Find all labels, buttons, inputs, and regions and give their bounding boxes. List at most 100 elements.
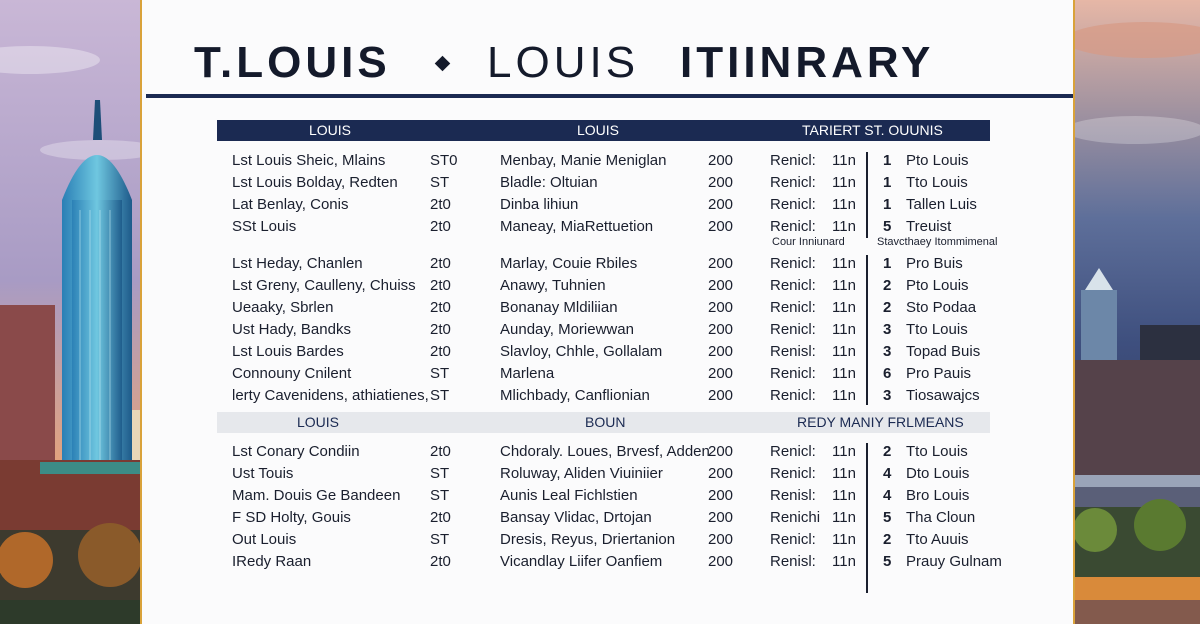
row-day: 2: [883, 299, 892, 316]
row-description: Maneay, MiaRettuetion: [500, 218, 654, 235]
row-code: 2t0: [430, 277, 451, 294]
row-description: Chdoraly. Loues, Brvesf, Adden: [500, 443, 710, 460]
row-rank: Renisl:: [770, 487, 816, 504]
row-day: 3: [883, 343, 892, 360]
row-amount: 200: [708, 531, 734, 548]
row-description: Aunis Leal Fichlstien: [500, 487, 638, 504]
row-rank: Renichi: [770, 509, 821, 526]
row-number: 11n: [832, 321, 856, 338]
row-destination: Topad Buis: [906, 343, 981, 360]
table-row: SSt Louis 2t0 Maneay, MiaRettuetion 200 Reni…: [142, 218, 1077, 238]
row-description: Roluway, Aliden Viuiniier: [500, 465, 663, 482]
table-row: Mam. Douis Ge Bandeen ST Aunis Leal Fichls…: [142, 487, 1077, 507]
divider-line: [866, 443, 868, 593]
section1-sublabel-left: Cour Inniunard: [772, 236, 845, 248]
row-code: ST: [430, 365, 450, 382]
row-destination: Tto Auuis: [906, 531, 969, 548]
table-row: Lst Louis Sheic, Mlains ST0 Menbay, Manie …: [142, 152, 1077, 172]
row-number: 11n: [832, 255, 856, 272]
row-destination: Tha Cloun: [906, 509, 976, 526]
row-code: 2t0: [430, 553, 451, 570]
row-name: Lst Greny, Caulleny, Chuiss: [232, 277, 416, 294]
row-description: Vicandlay Liifer Oanfiem: [500, 553, 663, 570]
row-destination: Tiosawajcs: [906, 387, 980, 404]
row-day: 5: [883, 553, 892, 570]
row-number: 11n: [832, 531, 856, 548]
table-row: Lst Louis Bolday, Redten ST Bladle: Oltuia…: [142, 174, 1077, 194]
row-number: 11n: [832, 343, 856, 360]
row-code: 2t0: [430, 443, 451, 460]
row-name: Lst Louis Bardes: [232, 343, 344, 360]
row-rank: Renicl:: [770, 218, 816, 235]
row-number: 11n: [832, 152, 856, 169]
row-amount: 200: [708, 365, 734, 382]
section3-header: LOUIS BOUN REDY MANIY FRLMEANS: [217, 412, 990, 433]
row-day: 1: [883, 196, 892, 213]
row-rank: Renicl:: [770, 299, 816, 316]
row-name: lerty Cavenidens, athiatienes,: [232, 387, 429, 404]
row-day: 1: [883, 152, 892, 169]
row-day: 1: [883, 255, 892, 272]
row-amount: 200: [708, 299, 734, 316]
row-name: Out Louis: [232, 531, 297, 548]
row-number: 11n: [832, 465, 856, 482]
row-destination: Tto Louis: [906, 321, 968, 338]
row-number: 11n: [832, 299, 856, 316]
row-amount: 200: [708, 255, 734, 272]
row-rank: Renicl:: [770, 196, 816, 213]
row-description: Dresis, Reyus, Driertanion: [500, 531, 676, 548]
section3-header-col3: REDY MANIY FRLMEANS: [797, 414, 964, 430]
row-description: Bansay Vlidac, Drtojan: [500, 509, 652, 526]
row-number: 11n: [832, 218, 856, 235]
row-name: Lst Louis Bolday, Redten: [232, 174, 398, 191]
row-name: Lat Benlay, Conis: [232, 196, 349, 213]
row-description: Menbay, Manie Meniglan: [500, 152, 667, 169]
row-amount: 200: [708, 343, 734, 360]
row-day: 3: [883, 321, 892, 338]
row-number: 11n: [832, 174, 856, 191]
row-code: ST: [430, 465, 450, 482]
row-code: 2t0: [430, 321, 451, 338]
section1-header: LOUIS LOUIS TARIERT ST. OUUNIS: [217, 120, 990, 141]
section1-header-col1: LOUIS: [309, 122, 352, 138]
row-destination: Tallen Luis: [906, 196, 977, 213]
row-name: Mam. Douis Ge Bandeen: [232, 487, 401, 504]
row-amount: 200: [708, 196, 734, 213]
table-row: Lst Heday, Chanlen 2t0 Marlay, Couie Rbile…: [142, 255, 1077, 275]
row-code: 2t0: [430, 255, 451, 272]
row-rank: Renisl:: [770, 553, 816, 570]
table-row: Ust Touis ST Roluway, Aliden Viuiniier 200 R…: [142, 465, 1077, 485]
row-destination: Prauy Gulnam: [906, 553, 1002, 570]
row-code: 2t0: [430, 509, 451, 526]
row-rank: Renicl:: [770, 443, 816, 460]
row-destination: Sto Podaa: [906, 299, 977, 316]
row-number: 11n: [832, 365, 856, 382]
row-destination: Tto Louis: [906, 174, 968, 191]
row-code: 2t0: [430, 196, 451, 213]
row-destination: Pro Pauis: [906, 365, 972, 382]
row-description: Bladle: Oltuian: [500, 174, 598, 191]
row-code: 2t0: [430, 343, 451, 360]
row-amount: 200: [708, 152, 734, 169]
row-code: ST0: [430, 152, 458, 169]
row-rank: Renicl:: [770, 365, 816, 382]
row-number: 11n: [832, 277, 856, 294]
row-destination: Pro Buis: [906, 255, 963, 272]
row-amount: 200: [708, 443, 734, 460]
row-rank: Renicl:: [770, 531, 816, 548]
right-cityscape-photo: [1075, 0, 1200, 624]
row-number: 11n: [832, 387, 856, 404]
row-destination: Bro Louis: [906, 487, 970, 504]
row-amount: 200: [708, 509, 734, 526]
row-day: 6: [883, 365, 892, 382]
row-destination: Dto Louis: [906, 465, 970, 482]
row-code: ST: [430, 531, 450, 548]
table-row: Lat Benlay, Conis 2t0 Dinba lihiun 200 Renic…: [142, 196, 1077, 216]
row-rank: Renicl:: [770, 277, 816, 294]
row-day: 1: [883, 174, 892, 191]
row-rank: Renicl:: [770, 174, 816, 191]
row-day: 4: [883, 487, 892, 504]
row-number: 11n: [832, 553, 856, 570]
table-row: F SD Holty, Gouis 2t0 Bansay Vlidac, Drtoj…: [142, 509, 1077, 529]
row-name: Lst Conary Condiin: [232, 443, 360, 460]
